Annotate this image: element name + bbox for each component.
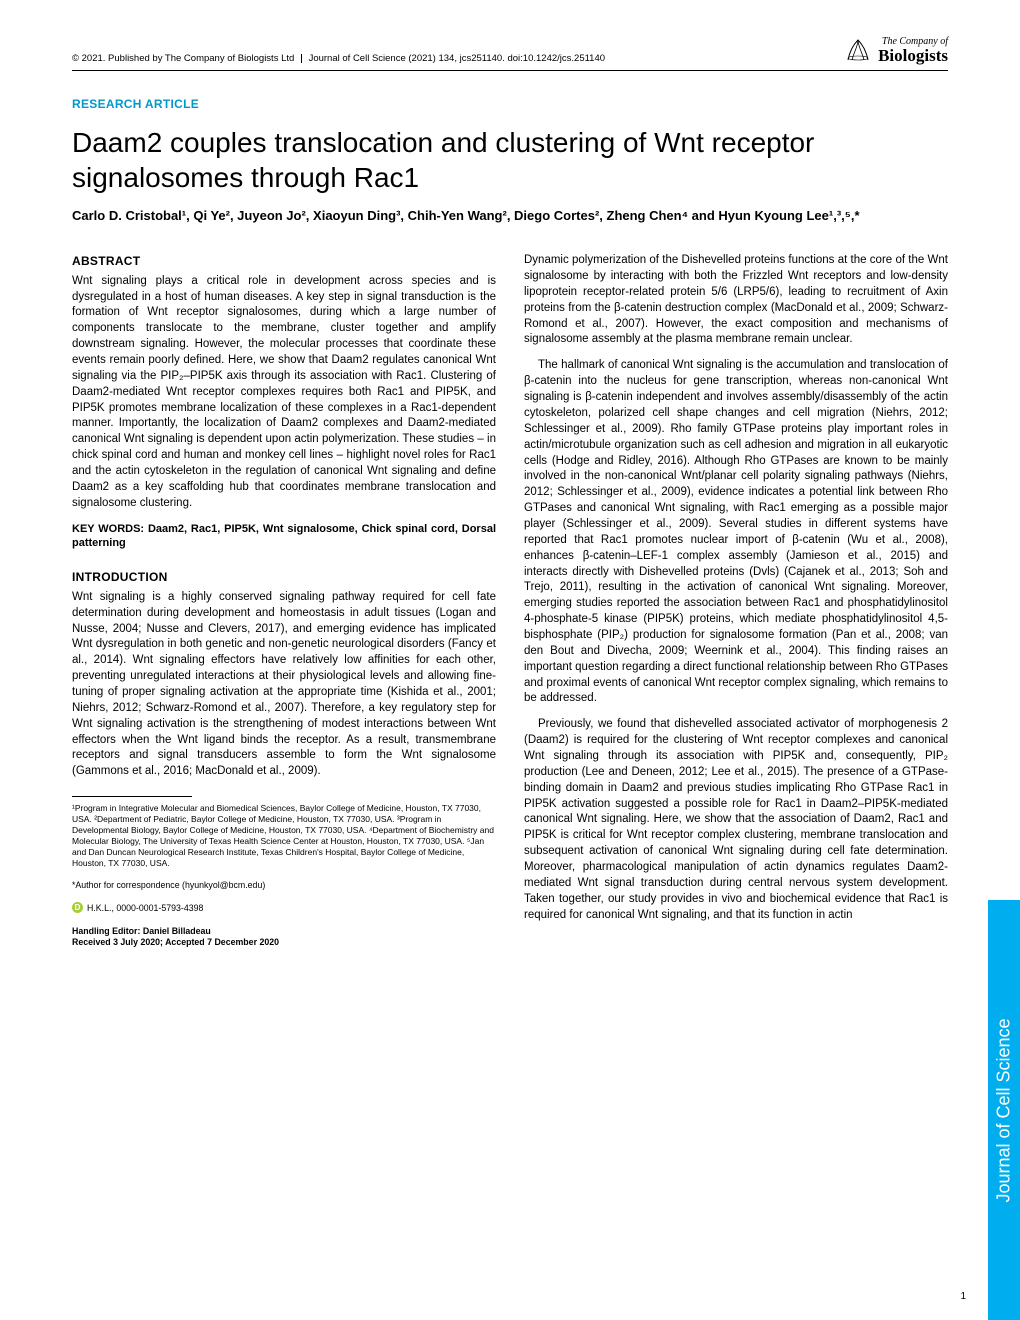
orcid-icon: D [72, 902, 83, 913]
right-p2: The hallmark of canonical Wnt signaling … [524, 358, 948, 707]
article-title: Daam2 couples translocation and clusteri… [72, 125, 948, 195]
abstract-body: Wnt signaling plays a critical role in d… [72, 274, 496, 512]
keywords: KEY WORDS: Daam2, Rac1, PIP5K, Wnt signa… [72, 522, 496, 552]
logo-icon [844, 36, 872, 64]
page-container: © 2021. Published by The Company of Biol… [0, 0, 1020, 985]
logo-bottom: Biologists [878, 47, 948, 64]
header-bar: © 2021. Published by The Company of Biol… [72, 36, 948, 71]
journal-side-tab: Journal of Cell Science [988, 900, 1020, 1320]
intro-p1: Wnt signaling is a highly conserved sign… [72, 590, 496, 780]
header-meta: © 2021. Published by The Company of Biol… [72, 53, 605, 64]
orcid-text: H.K.L., 0000-0001-5793-4398 [87, 902, 203, 914]
publisher-logo: The Company of Biologists [844, 36, 948, 64]
right-column: Dynamic polymerization of the Dishevelle… [524, 253, 948, 948]
right-p3: Previously, we found that dishevelled as… [524, 717, 948, 923]
logo-text: The Company of Biologists [878, 37, 948, 64]
left-column: ABSTRACT Wnt signaling plays a critical … [72, 253, 496, 948]
side-tab-text: Journal of Cell Science [994, 1018, 1015, 1202]
received-accepted: Received 3 July 2020; Accepted 7 Decembe… [72, 937, 496, 948]
orcid-row: D H.K.L., 0000-0001-5793-4398 [72, 902, 496, 914]
affiliation-rule [72, 796, 192, 797]
intro-heading: INTRODUCTION [72, 569, 496, 586]
handling-editor: Handling Editor: Daniel Billadeau [72, 926, 496, 937]
right-p1: Dynamic polymerization of the Dishevelle… [524, 253, 948, 348]
meta-separator [301, 54, 302, 63]
editor-dates: Handling Editor: Daniel Billadeau Receiv… [72, 926, 496, 949]
abstract-heading: ABSTRACT [72, 253, 496, 270]
affiliations: ¹Program in Integrative Molecular and Bi… [72, 803, 496, 869]
logo-top: The Company of [878, 37, 948, 47]
page-number: 1 [960, 1291, 966, 1302]
two-column-body: ABSTRACT Wnt signaling plays a critical … [72, 253, 948, 948]
copyright-text: © 2021. Published by The Company of Biol… [72, 53, 294, 64]
journal-ref: Journal of Cell Science (2021) 134, jcs2… [309, 53, 605, 64]
section-label: RESEARCH ARTICLE [72, 97, 948, 111]
authors: Carlo D. Cristobal¹, Qi Ye², Juyeon Jo²,… [72, 207, 948, 225]
correspondence: *Author for correspondence (hyunkyol@bcm… [72, 879, 496, 891]
